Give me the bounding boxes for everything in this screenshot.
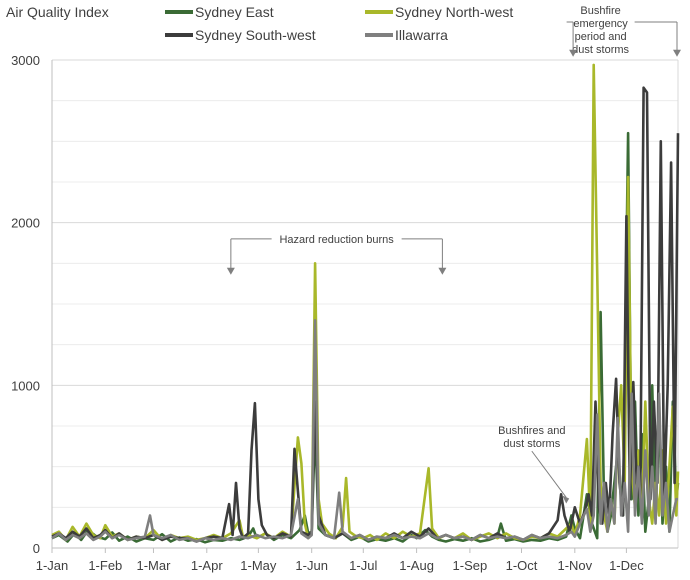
arrow-head [673,49,681,57]
arrow-head [569,49,578,57]
legend-label: Sydney North-west [395,4,513,20]
series-lines [51,63,680,544]
x-tick-label: 1-Oct [506,558,538,573]
y-tick-label: 2000 [11,216,40,231]
x-tick-label: 1-Jan [36,558,69,573]
x-tick-label: 1-Jun [295,558,328,573]
arrow-shaft [531,450,567,498]
annotation-bushfires-line: Bushfires and [498,425,565,437]
x-tick-labels: 1-Jan 1-Feb 1-Mar 1-Apr 1-May 1-Jun 1-Jul 1-Aug… [36,548,644,573]
arrow-head [438,267,447,275]
annotation-bushfires-line: dust storms [503,438,560,450]
legend-label: Illawarra [395,27,448,43]
x-tick-label: 1-Aug [399,558,434,573]
x-tick-label: 1-Apr [191,558,223,573]
x-tick-label: 1-Sep [453,558,488,573]
axes [51,60,678,549]
legend: Sydney East Sydney North-west Sydney South… [165,4,513,43]
annotation-emergency-line: emergency [573,18,628,30]
annotation-emergency-line: dust storms [572,44,629,56]
series-line-illawarra [51,318,678,543]
arrow-head [562,495,570,504]
annotation-emergency-line: period and [575,31,627,43]
x-tick-label: 1-Dec [609,558,644,573]
legend-label: Sydney East [195,4,274,20]
gridlines [52,59,679,548]
y-tick-label: 3000 [11,53,40,68]
y-tick-label: 0 [33,541,40,556]
y-axis-label: Air Quality Index [6,4,109,20]
x-tick-label: 1-Feb [88,558,122,573]
x-tick-label: 1-May [240,558,277,573]
x-tick-label: 1-Nov [557,558,592,573]
annotation-emergency-line: Bushfire [580,5,620,17]
annotation-hazard-burns: Hazard reduction burns [279,234,394,246]
y-tick-labels: 0 1000 2000 3000 [11,53,40,556]
legend-label: Sydney South-west [195,27,316,43]
y-tick-label: 1000 [11,378,40,393]
arrow-head [226,267,235,275]
series-line-sydney-north-west [51,63,680,542]
x-tick-label: 1-Mar [136,558,171,573]
x-tick-label: 1-Jul [349,558,377,573]
